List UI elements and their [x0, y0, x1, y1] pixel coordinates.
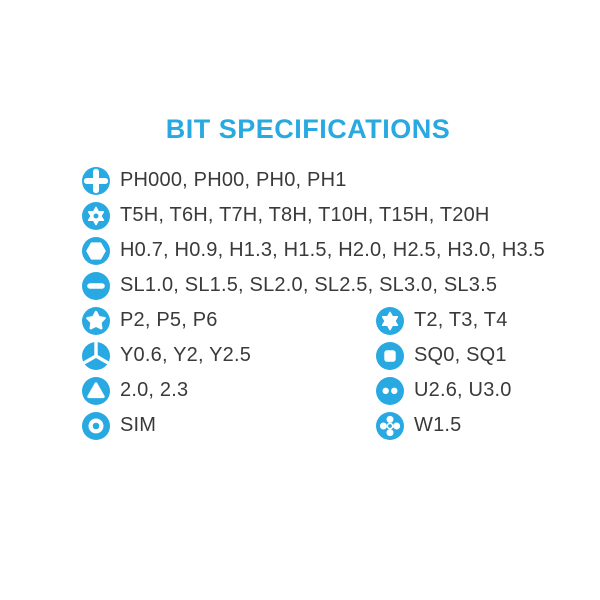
spec-row-triwing-square: Y0.6, Y2, Y2.5 SQ0, SQ1 — [82, 338, 590, 373]
spec-cell-sim: SIM — [82, 408, 376, 443]
square-icon — [376, 341, 404, 370]
spec-cell-square: SQ0, SQ1 — [376, 338, 507, 373]
triwing-icon — [82, 341, 110, 370]
spec-label: U2.6, U3.0 — [414, 379, 512, 401]
spec-row-slotted: SL1.0, SL1.5, SL2.0, SL2.5, SL3.0, SL3.5 — [82, 268, 590, 303]
spec-label: Y0.6, Y2, Y2.5 — [120, 344, 252, 366]
spec-label: 2.0, 2.3 — [120, 379, 189, 401]
spec-label: W1.5 — [414, 414, 462, 436]
w-type-icon — [376, 411, 404, 440]
pentalobe-icon — [82, 306, 110, 335]
slotted-icon — [82, 271, 110, 300]
spec-cell-utype: U2.6, U3.0 — [376, 373, 512, 408]
spec-label: SQ0, SQ1 — [414, 344, 507, 366]
spec-cell-triangle: 2.0, 2.3 — [82, 373, 376, 408]
spec-label: T5H, T6H, T7H, T8H, T10H, T15H, T20H — [120, 204, 490, 226]
spec-cell-wtype: W1.5 — [376, 408, 461, 443]
spec-list: PH000, PH00, PH0, PH1 T5H, T6H, T7H, T8H… — [82, 163, 590, 443]
spec-label: P2, P5, P6 — [120, 309, 218, 331]
spec-label: PH000, PH00, PH0, PH1 — [120, 169, 347, 191]
spec-row-torx-security: T5H, T6H, T7H, T8H, T10H, T15H, T20H — [82, 198, 590, 233]
u-type-icon — [376, 376, 404, 405]
spec-label: SIM — [120, 414, 157, 436]
spec-label: SL1.0, SL1.5, SL2.0, SL2.5, SL3.0, SL3.5 — [120, 274, 498, 296]
spec-row-sim-wtype: SIM W1.5 — [82, 408, 590, 443]
spec-row-pentalobe-torx: P2, P5, P6 T2, T3, T4 — [82, 303, 590, 338]
spec-row-phillips: PH000, PH00, PH0, PH1 — [82, 163, 590, 198]
spec-label: T2, T3, T4 — [414, 309, 508, 331]
spec-row-triangle-utype: 2.0, 2.3 U2.6, U3.0 — [82, 373, 590, 408]
spec-cell-torx: T2, T3, T4 — [376, 303, 508, 338]
triangle-icon — [82, 376, 110, 405]
sim-eject-icon — [82, 411, 110, 440]
spec-cell-pentalobe: P2, P5, P6 — [82, 303, 376, 338]
torx-icon — [376, 306, 404, 335]
spec-cell-triwing: Y0.6, Y2, Y2.5 — [82, 338, 376, 373]
spec-label: H0.7, H0.9, H1.3, H1.5, H2.0, H2.5, H3.0… — [120, 239, 545, 261]
page-title: BIT SPECIFICATIONS — [165, 114, 451, 144]
phillips-icon — [82, 166, 110, 195]
spec-row-hex: H0.7, H0.9, H1.3, H1.5, H2.0, H2.5, H3.0… — [82, 233, 590, 268]
hex-icon — [82, 236, 110, 265]
torx-security-icon — [82, 201, 110, 230]
